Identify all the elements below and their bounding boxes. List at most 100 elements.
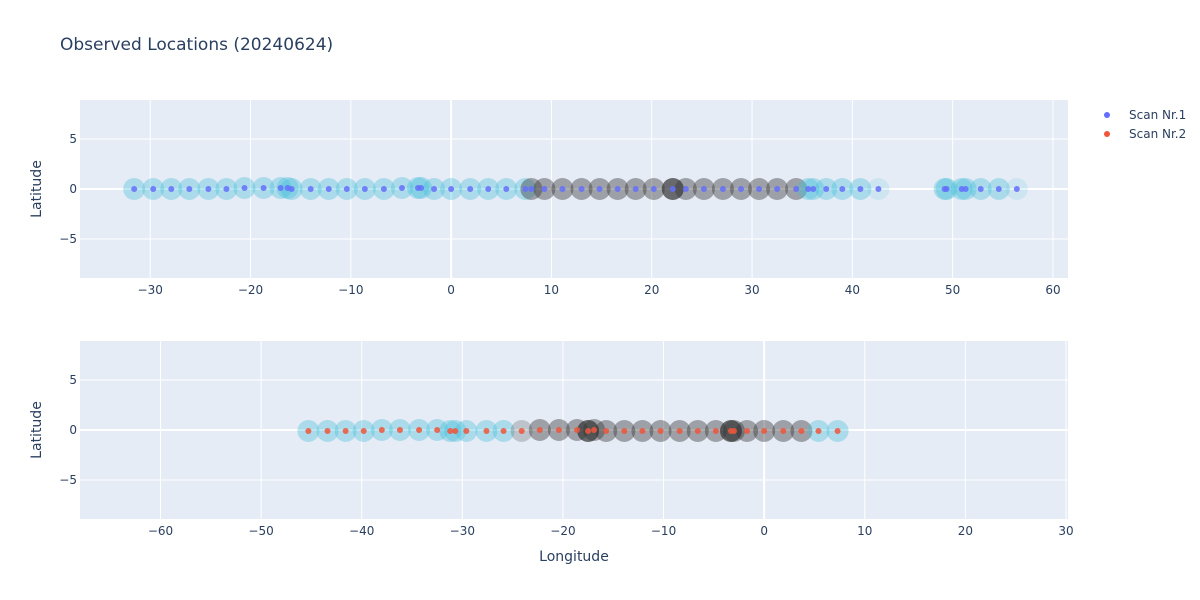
data-point[interactable] <box>574 427 581 433</box>
data-point[interactable] <box>639 428 646 434</box>
data-point[interactable] <box>943 186 950 192</box>
data-point[interactable] <box>1013 186 1020 192</box>
data-point[interactable] <box>719 186 726 192</box>
data-point[interactable] <box>396 427 403 433</box>
data-point[interactable] <box>810 186 817 192</box>
x-tick-label: −60 <box>148 524 173 538</box>
data-point[interactable] <box>857 186 864 192</box>
data-point[interactable] <box>657 428 664 434</box>
data-point[interactable] <box>614 186 621 192</box>
data-point[interactable] <box>452 428 459 434</box>
data-point[interactable] <box>431 186 438 192</box>
data-point[interactable] <box>756 186 763 192</box>
data-point[interactable] <box>823 186 830 192</box>
data-point[interactable] <box>186 186 193 192</box>
data-point[interactable] <box>418 185 425 191</box>
legend-marker-scan-1 <box>1104 112 1110 118</box>
x-tick-label: 50 <box>945 283 960 297</box>
data-point[interactable] <box>676 428 683 434</box>
data-point[interactable] <box>503 186 510 192</box>
data-point[interactable] <box>378 427 385 433</box>
x-tick-label: 30 <box>1058 524 1073 538</box>
x-tick-label: −50 <box>248 524 273 538</box>
legend: Scan Nr.1 Scan Nr.2 <box>1104 108 1186 141</box>
x-tick-label: 20 <box>958 524 973 538</box>
data-point[interactable] <box>518 428 525 434</box>
data-point[interactable] <box>621 428 628 434</box>
data-point[interactable] <box>416 427 423 433</box>
data-point[interactable] <box>596 186 603 192</box>
data-point[interactable] <box>839 186 846 192</box>
data-point[interactable] <box>434 427 441 433</box>
data-point[interactable] <box>761 428 768 434</box>
x-ticks-bottom: −60 −50 −40 −30 −20 −10 0 10 20 30 <box>148 524 1074 538</box>
data-point[interactable] <box>834 428 841 434</box>
legend-item-scan-2[interactable]: Scan Nr.2 <box>1104 127 1186 141</box>
data-point[interactable] <box>447 428 454 434</box>
grid-top <box>80 100 1068 278</box>
data-point[interactable] <box>700 186 707 192</box>
data-point[interactable] <box>500 428 507 434</box>
data-point[interactable] <box>277 185 284 191</box>
data-point[interactable] <box>361 186 368 192</box>
data-point[interactable] <box>536 427 543 433</box>
x-tick-label: 20 <box>644 283 659 297</box>
data-point[interactable] <box>485 186 492 192</box>
data-point[interactable] <box>223 186 230 192</box>
data-point[interactable] <box>977 186 984 192</box>
data-point[interactable] <box>541 186 548 192</box>
data-point[interactable] <box>694 428 701 434</box>
data-point[interactable] <box>995 186 1002 192</box>
data-point[interactable] <box>380 186 387 192</box>
data-point[interactable] <box>260 185 267 191</box>
x-tick-label: −10 <box>651 524 676 538</box>
data-point[interactable] <box>522 186 529 192</box>
data-point[interactable] <box>730 428 737 434</box>
data-point[interactable] <box>448 186 455 192</box>
data-point[interactable] <box>793 186 800 192</box>
data-point[interactable] <box>463 428 470 434</box>
data-point[interactable] <box>738 186 745 192</box>
legend-item-scan-1[interactable]: Scan Nr.1 <box>1104 108 1186 122</box>
data-point[interactable] <box>343 186 350 192</box>
data-point[interactable] <box>682 186 689 192</box>
data-point[interactable] <box>780 428 787 434</box>
x-tick-label: −20 <box>238 283 263 297</box>
x-tick-label: 0 <box>447 283 455 297</box>
data-point[interactable] <box>324 428 331 434</box>
data-point[interactable] <box>307 186 314 192</box>
data-point[interactable] <box>962 186 969 192</box>
data-point[interactable] <box>483 428 490 434</box>
data-point[interactable] <box>305 428 312 434</box>
data-point[interactable] <box>632 186 639 192</box>
data-point[interactable] <box>325 186 332 192</box>
data-point[interactable] <box>131 186 138 192</box>
data-point[interactable] <box>875 186 882 192</box>
data-point[interactable] <box>555 427 562 433</box>
data-point[interactable] <box>241 185 248 191</box>
x-tick-label: −10 <box>338 283 363 297</box>
data-point[interactable] <box>669 186 676 192</box>
data-point[interactable] <box>591 427 598 433</box>
data-point[interactable] <box>774 186 781 192</box>
data-point[interactable] <box>712 428 719 434</box>
data-point[interactable] <box>650 186 657 192</box>
data-point[interactable] <box>342 428 349 434</box>
data-point[interactable] <box>603 428 610 434</box>
data-point[interactable] <box>360 428 367 434</box>
data-point[interactable] <box>398 185 405 191</box>
data-point[interactable] <box>467 186 474 192</box>
data-point[interactable] <box>815 428 822 434</box>
data-point[interactable] <box>150 186 157 192</box>
data-point[interactable] <box>744 428 751 434</box>
data-point[interactable] <box>168 186 175 192</box>
data-point[interactable] <box>805 186 812 192</box>
data-point[interactable] <box>288 186 295 192</box>
data-point[interactable] <box>205 186 212 192</box>
data-point[interactable] <box>578 186 585 192</box>
data-point[interactable] <box>559 186 566 192</box>
data-point[interactable] <box>585 428 592 434</box>
data-point[interactable] <box>528 186 535 192</box>
legend-marker-scan-2 <box>1104 131 1110 137</box>
data-point[interactable] <box>798 428 805 434</box>
